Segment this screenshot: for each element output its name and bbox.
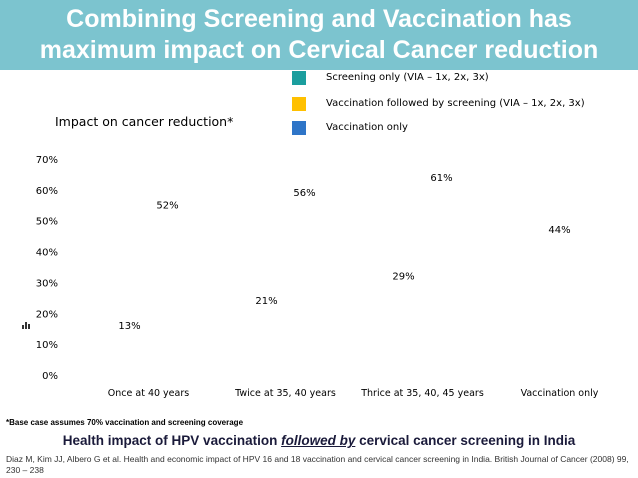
legend-label-screening-only: Screening only (VIA – 1x, 2x, 3x) xyxy=(326,72,489,83)
bar xyxy=(393,286,415,375)
title-banner: Combining Screening and Vaccination has … xyxy=(0,0,638,70)
y-tick-label: 40% xyxy=(36,248,58,259)
x-category-label: Twice at 35, 40 years xyxy=(234,388,336,399)
y-tick-label: 60% xyxy=(36,186,58,197)
y-tick-label: 0% xyxy=(42,371,58,382)
legend-swatch-screening-only xyxy=(292,71,306,85)
bar xyxy=(256,310,278,375)
subtitle-text-start: Health impact of HPV vaccination xyxy=(62,433,282,448)
legend-swatch-vaccination-followed-by-screening xyxy=(292,97,306,111)
legend-label-vaccination-only: Vaccination only xyxy=(326,122,408,133)
bar xyxy=(119,335,141,375)
footnote: *Base case assumes 70% vaccination and s… xyxy=(6,418,244,427)
y-tick-label: 20% xyxy=(36,309,58,320)
data-label: 61% xyxy=(430,173,452,184)
x-category-label: Thrice at 35, 40, 45 years xyxy=(360,388,484,399)
data-label: 44% xyxy=(548,225,570,236)
x-category-label: Vaccination only xyxy=(521,388,599,399)
legend-label-vaccination-followed-by-screening: Vaccination followed by screening (VIA –… xyxy=(326,98,585,109)
y-tick-label: 10% xyxy=(36,340,58,351)
data-label: 13% xyxy=(118,321,140,332)
data-label: 29% xyxy=(392,272,414,283)
subtitle-emphasis: followed by xyxy=(281,433,356,448)
slide-title-line-1: Combining Screening and Vaccination has xyxy=(66,5,572,33)
bar xyxy=(157,215,179,375)
citation: Diaz M, Kim JJ, Albero G et al. Health a… xyxy=(6,454,629,475)
slide-title: Combining Screening and Vaccination has … xyxy=(0,4,638,66)
y-tick-label: 70% xyxy=(36,155,58,166)
y-tick-label: 30% xyxy=(36,278,58,289)
y-tick-label: 50% xyxy=(36,217,58,228)
slide-title-line-2: maximum impact on Cervical Cancer reduct… xyxy=(39,36,599,64)
bar xyxy=(431,187,453,375)
x-category-label: Once at 40 years xyxy=(108,388,189,399)
legend-swatch-vaccination-only xyxy=(292,121,306,135)
data-label: 21% xyxy=(255,296,277,307)
subtitle-text-end: cervical cancer screening in India xyxy=(355,433,576,448)
slide-subtitle: Health impact of HPV vaccination followe… xyxy=(0,433,638,448)
bar xyxy=(549,239,571,375)
chart-title: Impact on cancer reduction* xyxy=(55,114,234,129)
chart-icon xyxy=(22,322,30,329)
data-label: 56% xyxy=(293,188,315,199)
data-label: 52% xyxy=(156,201,178,212)
bar xyxy=(294,202,316,375)
